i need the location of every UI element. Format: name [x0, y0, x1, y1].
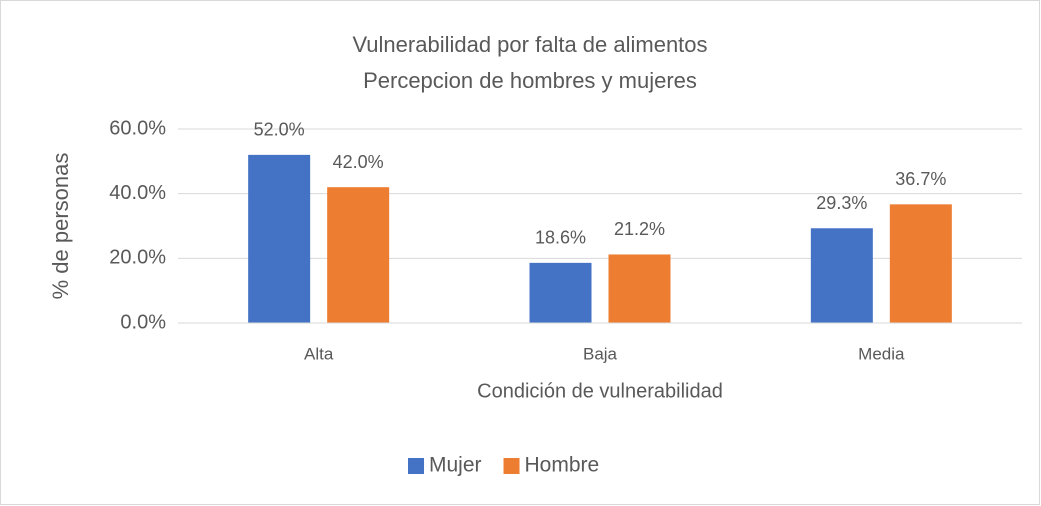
chart-subtitle: Percepcion de hombres y mujeres — [363, 68, 697, 93]
bar — [248, 154, 311, 323]
x-axis-title: Condición de vulnerabilidad — [477, 380, 723, 402]
data-label: 18.6% — [535, 228, 586, 248]
y-axis-title: % de personas — [48, 153, 73, 300]
data-label: 42.0% — [333, 152, 384, 172]
bar — [327, 187, 390, 323]
bar — [810, 228, 873, 323]
y-tick-label: 40.0% — [109, 182, 166, 204]
data-label: 52.0% — [254, 120, 305, 140]
y-tick-label: 20.0% — [109, 247, 166, 269]
data-label: 29.3% — [816, 193, 867, 213]
legend-swatch — [408, 458, 424, 474]
data-label: 36.7% — [895, 169, 946, 189]
bar — [608, 254, 671, 323]
legend-label: Mujer — [429, 454, 482, 477]
x-tick-label: Alta — [304, 344, 334, 363]
legend-label: Hombre — [525, 454, 600, 477]
data-label: 21.2% — [614, 219, 665, 239]
bar — [529, 262, 592, 323]
y-tick-label: 60.0% — [109, 117, 166, 139]
legend-swatch — [503, 458, 520, 474]
x-tick-label: Baja — [583, 344, 618, 363]
y-tick-label: 0.0% — [120, 311, 166, 333]
bar — [889, 204, 952, 323]
chart-title: Vulnerabilidad por falta de alimentos — [352, 32, 707, 57]
x-tick-label: Media — [858, 344, 905, 363]
